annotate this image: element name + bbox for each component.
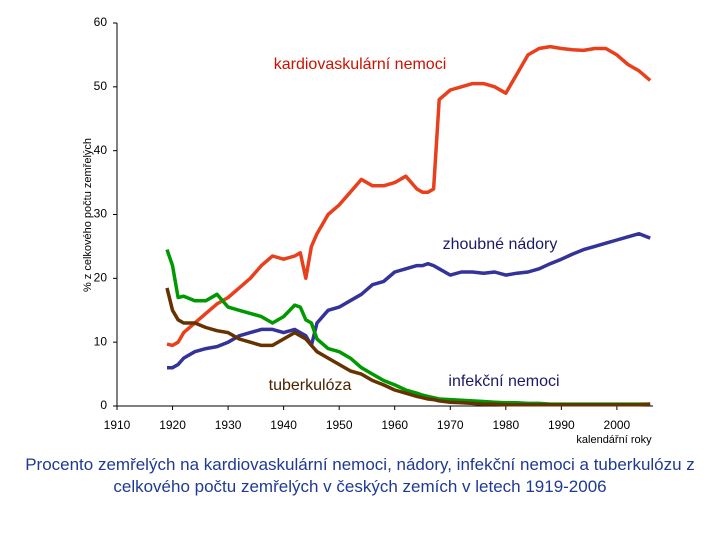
y-tick-label: 10 (94, 334, 108, 348)
series-line (165, 287, 651, 407)
x-tick-label: 2000 (604, 418, 631, 432)
x-tick-label: 1990 (548, 418, 575, 432)
x-tick-label: 1910 (104, 418, 131, 432)
series-label: zhoubné nádory (443, 236, 558, 253)
x-tick-label: 1970 (437, 418, 464, 432)
y-tick-label: 30 (94, 207, 108, 221)
chart: % z celkového počtu zemřelých kalendářní… (82, 15, 653, 446)
y-tick-label: 60 (94, 15, 108, 29)
series-label: kardiovaskulární nemoci (274, 56, 447, 73)
x-axis-label: kalendářní roky (576, 434, 652, 446)
series-line (165, 249, 651, 406)
y-axis-label: % z celkového počtu zemřelých (82, 138, 94, 292)
x-tick-label: 1940 (270, 418, 297, 432)
series-label: tuberkulóza (269, 377, 352, 394)
series-line (167, 231, 651, 370)
x-tick-label: 1980 (492, 418, 519, 432)
y-tick-label: 20 (94, 271, 108, 285)
x-tick-label: 1930 (215, 418, 242, 432)
y-tick-label: 50 (94, 79, 108, 93)
y-tick-label: 40 (94, 143, 108, 157)
x-tick-label: 1950 (326, 418, 353, 432)
series-line (166, 44, 652, 348)
chart-title: Procento zemřelých na kardiovaskulární n… (25, 455, 695, 496)
x-tick-label: 1920 (159, 418, 186, 432)
series-label: infekční nemoci (448, 373, 559, 390)
x-tick-label: 1960 (381, 418, 408, 432)
y-tick-label: 0 (100, 398, 107, 412)
